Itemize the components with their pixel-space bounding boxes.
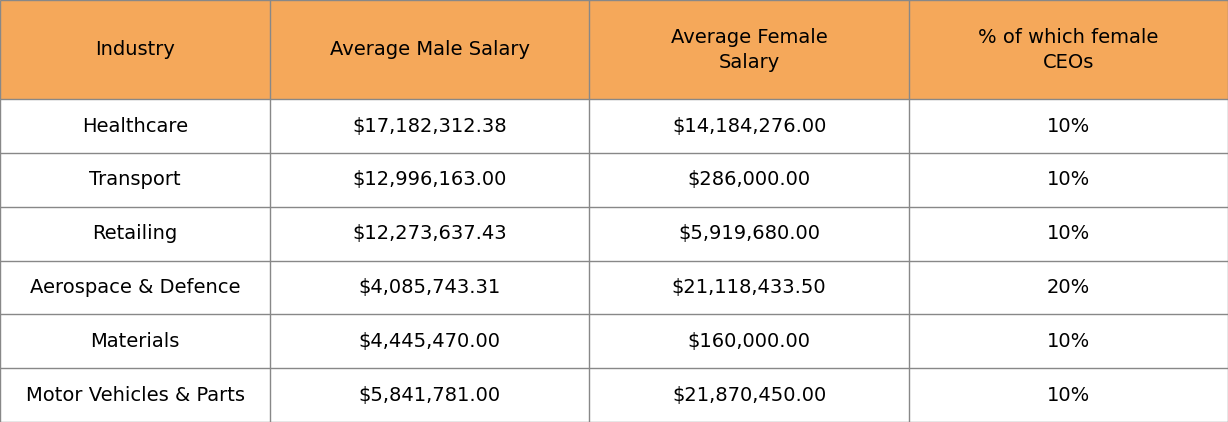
Bar [589, 314, 909, 368]
Bar [270, 207, 589, 260]
Bar [0, 153, 270, 207]
Text: % of which female
CEOs: % of which female CEOs [979, 27, 1158, 72]
Bar [589, 260, 909, 314]
Text: $5,841,781.00: $5,841,781.00 [359, 386, 501, 405]
Text: $286,000.00: $286,000.00 [688, 170, 810, 189]
Bar [909, 99, 1228, 153]
Text: Motor Vehicles & Parts: Motor Vehicles & Parts [26, 386, 244, 405]
Text: 10%: 10% [1046, 224, 1090, 243]
Text: Average Female
Salary: Average Female Salary [670, 27, 828, 72]
Bar [0, 0, 270, 99]
Text: Aerospace & Defence: Aerospace & Defence [29, 278, 241, 297]
Text: $5,919,680.00: $5,919,680.00 [678, 224, 820, 243]
Bar [589, 368, 909, 422]
Bar [0, 99, 270, 153]
Bar [0, 260, 270, 314]
Text: 10%: 10% [1046, 386, 1090, 405]
Text: 10%: 10% [1046, 116, 1090, 135]
Bar [0, 207, 270, 260]
Text: 10%: 10% [1046, 170, 1090, 189]
Text: $12,273,637.43: $12,273,637.43 [352, 224, 507, 243]
Text: Industry: Industry [95, 40, 176, 59]
Text: Average Male Salary: Average Male Salary [330, 40, 529, 59]
Text: $21,870,450.00: $21,870,450.00 [672, 386, 826, 405]
Text: $17,182,312.38: $17,182,312.38 [352, 116, 507, 135]
Bar [909, 0, 1228, 99]
Bar [0, 314, 270, 368]
Text: $4,445,470.00: $4,445,470.00 [359, 332, 501, 351]
Bar [909, 153, 1228, 207]
Bar [909, 314, 1228, 368]
Bar [589, 153, 909, 207]
Text: 10%: 10% [1046, 332, 1090, 351]
Bar [909, 260, 1228, 314]
Text: Retailing: Retailing [92, 224, 178, 243]
Bar [270, 99, 589, 153]
Text: $160,000.00: $160,000.00 [688, 332, 810, 351]
Bar [270, 260, 589, 314]
Text: Healthcare: Healthcare [82, 116, 188, 135]
Bar [589, 99, 909, 153]
Text: Transport: Transport [90, 170, 181, 189]
Bar [270, 153, 589, 207]
Bar [589, 0, 909, 99]
Text: $12,996,163.00: $12,996,163.00 [352, 170, 507, 189]
Bar [0, 368, 270, 422]
Text: Materials: Materials [91, 332, 179, 351]
Text: $14,184,276.00: $14,184,276.00 [672, 116, 826, 135]
Bar [270, 0, 589, 99]
Bar [589, 207, 909, 260]
Bar [909, 368, 1228, 422]
Text: $4,085,743.31: $4,085,743.31 [359, 278, 501, 297]
Text: $21,118,433.50: $21,118,433.50 [672, 278, 826, 297]
Text: 20%: 20% [1046, 278, 1090, 297]
Bar [270, 314, 589, 368]
Bar [909, 207, 1228, 260]
Bar [270, 368, 589, 422]
